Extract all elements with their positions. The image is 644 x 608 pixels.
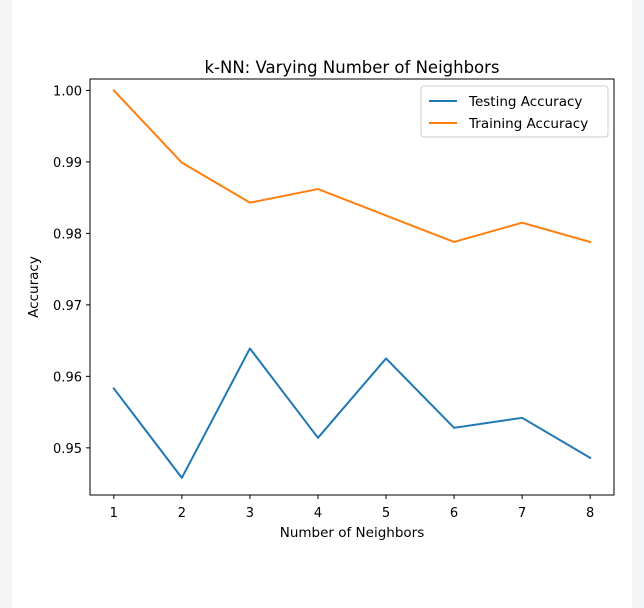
chart-title: k-NN: Varying Number of Neighbors xyxy=(204,58,499,77)
y-tick-label: 0.97 xyxy=(53,299,82,314)
plot-area-frame xyxy=(89,78,615,496)
x-tick-label: 6 xyxy=(450,506,458,521)
x-tick-label: 4 xyxy=(314,506,322,521)
y-tick-label: 0.98 xyxy=(53,227,82,242)
y-tick-label: 1.00 xyxy=(53,84,82,99)
x-axis-label: Number of Neighbors xyxy=(280,525,425,541)
x-tick-label: 8 xyxy=(586,506,594,521)
x-tick-label: 5 xyxy=(382,506,390,521)
series-line-training xyxy=(112,89,592,244)
x-tick-label: 3 xyxy=(246,506,254,521)
series-line-testing xyxy=(112,347,592,479)
legend-label: Testing Accuracy xyxy=(468,94,582,110)
legend-box xyxy=(420,85,609,138)
y-axis: 0.95 0.96 0.97 0.98 0.99 1.00 xyxy=(53,84,90,457)
y-tick-label: 0.99 xyxy=(53,156,82,171)
x-axis: 1 2 3 4 5 6 7 8 xyxy=(110,495,594,521)
y-tick-label: 0.96 xyxy=(53,370,82,385)
x-tick-label: 1 xyxy=(110,506,118,521)
y-axis-label: Accuracy xyxy=(26,256,42,318)
x-tick-label: 2 xyxy=(178,506,186,521)
x-tick-label: 7 xyxy=(518,506,526,521)
legend-label: Training Accuracy xyxy=(468,116,588,132)
legend: Testing Accuracy Training Accuracy xyxy=(420,85,609,138)
y-tick-label: 0.95 xyxy=(53,442,82,457)
series-layer xyxy=(112,89,592,479)
